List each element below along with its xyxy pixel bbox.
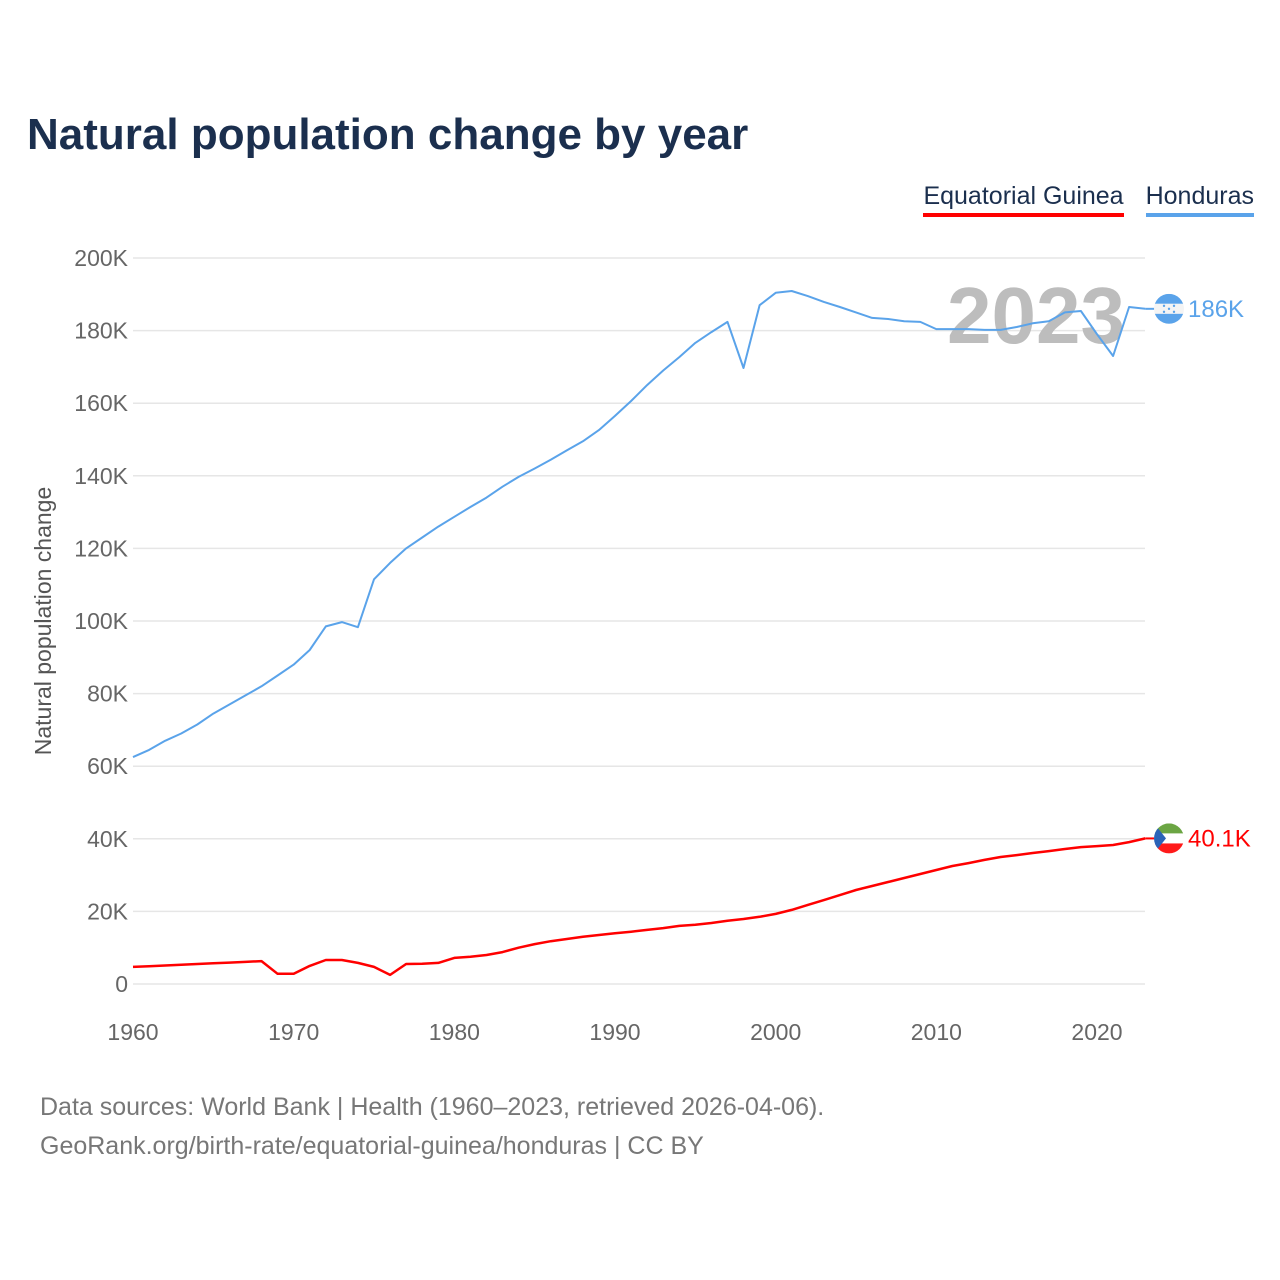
legend-honduras[interactable]: Honduras [1145, 182, 1254, 217]
legend-equatorial-guinea[interactable]: Equatorial Guinea [923, 182, 1124, 217]
y-tick-label: 120K [74, 535, 128, 561]
x-tick-label: 1980 [429, 1019, 480, 1045]
legend: Equatorial Guinea Honduras [923, 182, 1254, 217]
x-tick-label: 1960 [107, 1019, 158, 1045]
equatorial-guinea-flag-icon [1154, 823, 1184, 854]
y-tick-label: 0 [115, 971, 128, 997]
x-tick-label: 2000 [750, 1019, 801, 1045]
honduras-flag-icon [1154, 293, 1184, 324]
current-year-label: 2023 [947, 271, 1125, 360]
footer: Data sources: World Bank | Health (1960–… [40, 1088, 824, 1166]
y-tick-label: 40K [87, 826, 129, 852]
y-axis-label: Natural population change [30, 487, 56, 756]
y-tick-label: 160K [74, 390, 128, 416]
x-tick-label: 1990 [589, 1019, 640, 1045]
x-axis-ticks: 1960 1970 1980 1990 2000 2010 2020 [107, 1019, 1122, 1045]
y-axis-ticks: 0 20K 40K 60K 80K 100K 120K 140K 160K 180K 200K [74, 245, 128, 997]
y-tick-label: 80K [87, 681, 129, 707]
data-source-text: Data sources: World Bank | Health (1960–… [40, 1093, 825, 1121]
series-lines [132, 290, 1146, 977]
gridlines [133, 257, 1145, 985]
y-tick-label: 180K [74, 318, 128, 344]
x-tick-label: 2010 [911, 1019, 962, 1045]
y-tick-label: 20K [87, 898, 129, 924]
y-tick-label: 60K [87, 753, 129, 779]
source-link[interactable]: GeoRank.org/birth-rate/equatorial-guinea… [40, 1132, 704, 1160]
y-tick-label: 140K [74, 463, 128, 489]
end-value-label: 40.1K [1188, 825, 1251, 852]
series-line-honduras [132, 290, 1146, 759]
x-tick-label: 1970 [268, 1019, 319, 1045]
end-labels: 40.1K 186K [1145, 293, 1251, 854]
end-value-label: 186K [1188, 296, 1244, 323]
series-line-equatorial-guinea [132, 837, 1146, 977]
y-tick-label: 200K [74, 245, 128, 271]
y-tick-label: 100K [74, 608, 128, 634]
chart-title: Natural population change by year [27, 110, 749, 159]
x-tick-label: 2020 [1071, 1019, 1122, 1045]
